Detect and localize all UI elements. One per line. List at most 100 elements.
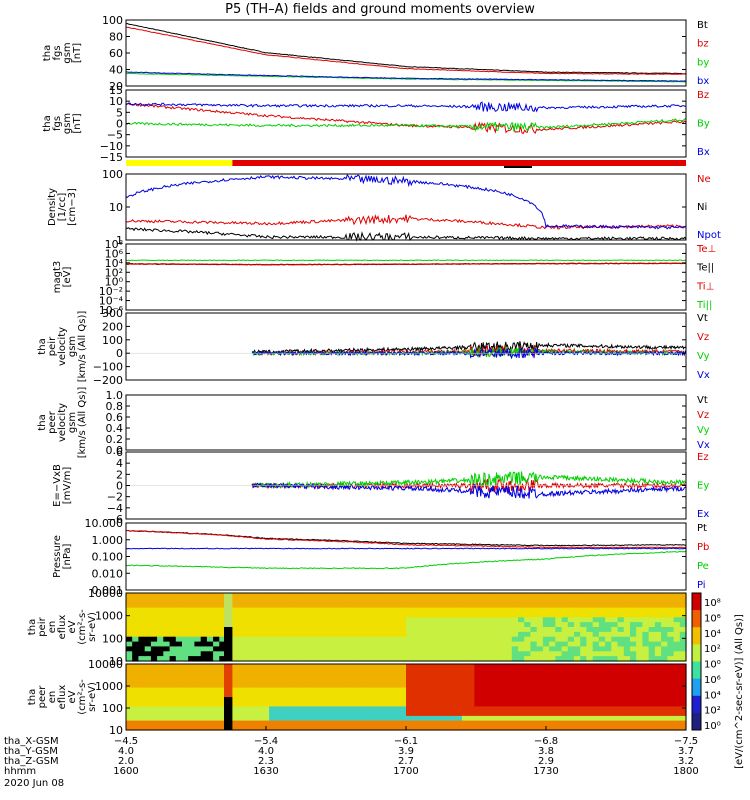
spectrogram-cell [430,678,438,684]
spectrogram-cell [188,622,195,628]
spectrogram-cell [661,612,668,618]
y-axis-label-line: velocity [57,327,68,366]
spectrogram-cell [182,593,189,599]
spectrogram-cell [169,715,177,722]
spectrogram-cell [667,668,675,674]
y-tick-label: 0.6 [106,411,124,424]
spectrogram-cell [188,687,195,693]
spectrogram-cell [244,607,251,614]
spectrogram-cell [549,602,556,609]
spectrogram-cell [574,646,581,652]
spectrogram-cell [132,636,139,643]
spectrogram-cell [474,697,482,703]
spectrogram-cell [374,636,382,643]
spectrogram-cell [132,631,139,638]
spectrogram-cell [331,612,339,618]
spectrogram-cell [169,622,177,628]
spectrogram-cell [542,631,550,638]
spectrogram-cell [157,678,164,684]
spectrogram-cell [648,673,656,679]
spectrogram-cell [356,668,363,674]
spectrogram-cell [648,597,656,604]
spectrogram-cell [648,701,656,707]
spectrogram-cell [244,593,251,599]
spectrogram-cell [306,612,314,618]
spectrogram-cell [679,593,687,599]
y-axis-label-line: tha [37,338,48,354]
spectrogram-cell [163,664,171,670]
spectrogram-cell [343,593,351,599]
spectrogram-cell [206,706,214,712]
spectrogram-cell [281,607,289,614]
spectrogram-cell [486,646,494,652]
y-tick-label: 20 [109,80,123,93]
spectrogram-cell [654,607,662,614]
spectrogram-cell [530,631,538,638]
spectrogram-cell [238,697,245,703]
spectrogram-cell [592,646,600,652]
spectrogram-cell [468,622,475,628]
y-tick-label: 10⁻⁶ [99,304,124,317]
spectrogram-cell [499,631,507,638]
spectrogram-cell [169,612,177,618]
spectrogram-cell [169,664,177,670]
spectrogram-cell [555,706,563,712]
spectrogram-cell [387,682,395,689]
spectrogram-cell [605,682,612,689]
spectrogram-cell [505,612,513,618]
spectrogram-cell [368,697,376,703]
spectrogram-cell [661,617,668,623]
spectrogram-cell [182,607,189,614]
spectrogram-cell [399,692,407,698]
y-tick-label: −200 [93,374,123,387]
spectrogram-cell [424,668,432,674]
spectrogram-cell [213,673,220,679]
spectrogram-cell [406,631,413,638]
spectrogram-cell [256,725,264,731]
spectrogram-cell [667,622,675,628]
spectrogram-cell [287,682,295,689]
spectrogram-cell [175,646,183,652]
spectrogram-cell [163,631,171,638]
y-tick-label: 0.010 [92,567,124,580]
spectrogram-cell [387,612,395,618]
spectrogram-cell [206,612,214,618]
spectrogram-cell [580,692,587,698]
spectrogram-cell [157,651,164,657]
spectrogram-cell [636,711,643,717]
spectrogram-cell [580,612,587,618]
spectrogram-cell [350,636,357,643]
spectrogram-cell [368,607,376,614]
spectrogram-cell [673,631,681,638]
spectrogram-cell [592,617,600,623]
y-tick-label: 5 [116,106,123,119]
spectrogram-cell [673,715,681,722]
spectrogram-cell [206,711,214,717]
spectrogram-cell [542,668,550,674]
spectrogram-cell [549,622,556,628]
y-axis-label-line: en [47,691,58,704]
spectrogram-cell [393,602,401,609]
spectrogram-cell [163,697,171,703]
spectrogram-cell [238,612,245,618]
spectrogram-cell [325,697,332,703]
spectrogram-cell [424,715,432,722]
spectrogram-cell [337,612,345,618]
spectrogram-cell [318,597,326,604]
spectrogram-cell [623,602,631,609]
spectrogram-cell [325,711,332,717]
spectrogram-cell [393,668,401,674]
spectrogram-cell [150,607,158,614]
spectrogram-cell [605,636,612,643]
spectrogram-cell [617,673,625,679]
spectrogram-cell [381,651,388,657]
spectrogram-cell [188,720,195,726]
spectrogram-cell [188,664,195,670]
spectrogram-cell [555,636,563,643]
spectrogram-cell [356,593,363,599]
spectrogram-cell [592,656,600,662]
spectrogram-cell [368,656,376,662]
spectrogram-cell [486,656,494,662]
spectrogram-cell [387,692,395,698]
